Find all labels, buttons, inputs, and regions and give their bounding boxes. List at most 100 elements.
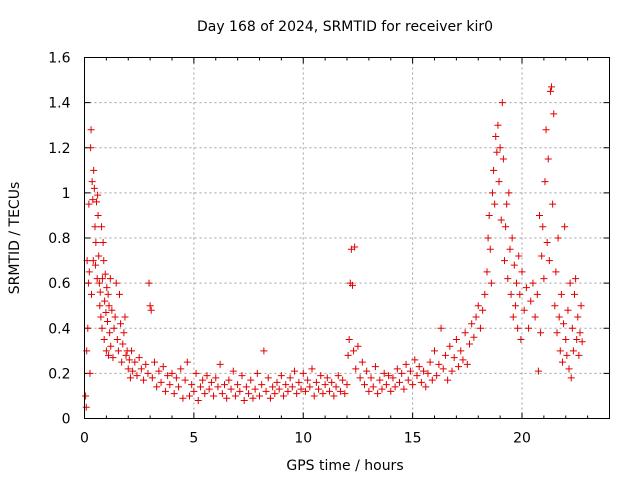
data-point (505, 189, 513, 197)
data-point (323, 374, 331, 382)
data-point (501, 257, 508, 265)
data-point (371, 363, 379, 371)
data-point (503, 200, 511, 208)
data-point (100, 257, 108, 265)
data-point (481, 290, 489, 298)
data-point (525, 324, 533, 332)
data-point (542, 126, 550, 134)
data-point (466, 340, 473, 348)
data-point (577, 302, 585, 310)
data-point (116, 290, 123, 298)
data-point (437, 324, 445, 332)
data-point (271, 390, 279, 398)
data-point (555, 313, 563, 321)
data-point (326, 387, 333, 395)
data-point (101, 270, 109, 278)
data-point (295, 378, 303, 386)
data-point (186, 392, 193, 400)
data-point (88, 290, 95, 298)
data-point (428, 376, 436, 384)
data-point (507, 290, 515, 298)
data-point (566, 279, 574, 287)
data-point (415, 363, 423, 371)
data-point (365, 387, 373, 395)
x-tick-labels: 0 5 10 15 20 (80, 431, 531, 447)
data-point (345, 336, 353, 344)
data-point (98, 275, 106, 283)
data-point (304, 376, 312, 384)
data-point (402, 360, 410, 368)
data-point (214, 383, 222, 391)
data-point (490, 166, 498, 174)
data-point (422, 383, 430, 391)
data-point (207, 378, 215, 386)
data-point (105, 302, 113, 310)
data-point (199, 376, 207, 384)
data-point (179, 394, 187, 402)
data-point (498, 99, 506, 107)
data-point (288, 383, 296, 391)
data-point (168, 369, 176, 377)
data-point (122, 351, 130, 359)
data-point (330, 392, 338, 400)
data-point (247, 376, 255, 384)
data-point (97, 313, 105, 321)
data-point (275, 385, 283, 393)
data-point (277, 372, 285, 380)
data-point (87, 144, 95, 152)
data-point (101, 297, 109, 305)
data-point (299, 369, 307, 377)
data-point (94, 211, 102, 219)
data-point (391, 383, 399, 391)
data-point (529, 279, 537, 287)
data-point (157, 378, 165, 386)
data-point (319, 390, 327, 398)
y-tick-label: 0.8 (48, 231, 70, 247)
data-point (181, 376, 189, 384)
data-point (546, 87, 554, 95)
data-point (90, 166, 98, 174)
data-point (131, 358, 139, 366)
y-tick-label: 1.4 (48, 96, 70, 112)
data-point (348, 281, 356, 289)
data-point (269, 383, 277, 391)
data-point (280, 392, 288, 400)
data-point (118, 358, 126, 366)
data-point (569, 347, 577, 355)
data-point (142, 360, 150, 368)
data-point (344, 351, 352, 359)
data-point (109, 354, 117, 362)
data-point (404, 376, 412, 384)
data-point (474, 302, 482, 310)
data-point (308, 365, 316, 373)
data-point (151, 358, 158, 366)
data-point (538, 252, 546, 260)
data-point (106, 329, 114, 337)
data-point (92, 239, 100, 247)
data-point (282, 381, 290, 389)
data-point (573, 336, 581, 344)
data-point (576, 329, 584, 337)
data-point (119, 340, 127, 348)
data-points (82, 83, 586, 411)
data-point (487, 279, 495, 287)
data-point (203, 372, 211, 380)
x-tick-label: 10 (294, 431, 312, 447)
data-point (120, 329, 128, 337)
data-point (358, 358, 366, 366)
data-point (463, 360, 471, 368)
data-point (504, 275, 512, 283)
data-point (389, 374, 397, 382)
data-point (249, 394, 257, 402)
data-point (352, 365, 360, 373)
data-point (144, 369, 152, 377)
data-point (541, 178, 549, 186)
data-point (166, 381, 174, 389)
data-point (100, 336, 108, 344)
data-point (543, 239, 551, 247)
data-point (479, 306, 487, 314)
data-point (540, 275, 548, 283)
y-axis-label: SRMTID / TECUs (7, 182, 23, 295)
data-point (510, 261, 518, 269)
